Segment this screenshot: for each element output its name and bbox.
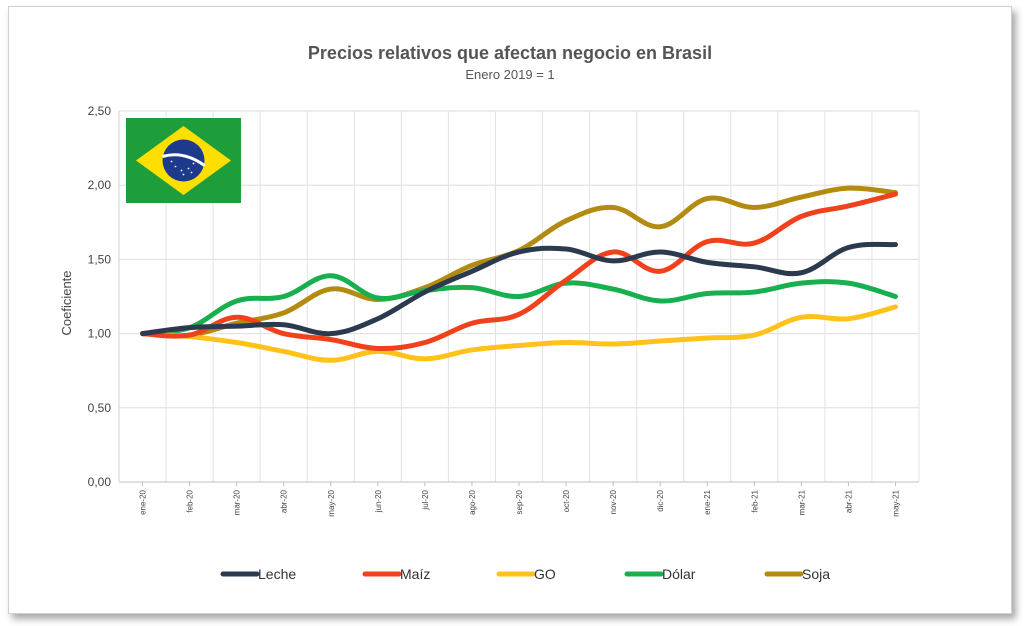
y-tick-label: 2,50	[88, 104, 112, 118]
x-tick-label: jun-20	[374, 489, 383, 513]
flag-star	[180, 169, 183, 172]
x-tick-label: oct-20	[562, 489, 571, 512]
legend: Leche Maíz GO Dólar Soja	[220, 566, 830, 582]
chart: Precios relativos que afectan negocio en…	[59, 43, 920, 582]
flag-star	[187, 167, 190, 170]
x-tick-label: may-20	[327, 489, 336, 516]
flag-band	[162, 153, 206, 167]
axes: ene-20 feb-20 mar-20 abr-20 may-20 jun-20 jul-…	[118, 111, 919, 517]
x-tick-label: abr-21	[844, 489, 853, 513]
series-line-dólar	[140, 273, 898, 337]
flag-globe	[162, 139, 205, 182]
legend-label: Leche	[258, 566, 296, 582]
x-tick-label: mar-20	[233, 489, 242, 515]
flag-star	[174, 165, 177, 168]
flag-star	[192, 162, 195, 165]
x-tick-label: jul-20	[421, 489, 430, 510]
x-tick-label: abr-20	[280, 489, 289, 513]
x-tick-label: mar-21	[797, 489, 806, 515]
chart-subtitle: Enero 2019 = 1	[465, 67, 554, 82]
x-tick-label: ene-20	[139, 489, 148, 514]
x-tick-label: dic-20	[656, 489, 665, 511]
legend-label: Soja	[802, 566, 830, 582]
flag-star	[182, 173, 185, 176]
x-tick-label: nov-20	[609, 489, 618, 514]
x-tick-label: feb-21	[750, 489, 759, 512]
legend-label: GO	[534, 566, 556, 582]
chart-title: Precios relativos que afectan negocio en…	[308, 43, 712, 63]
y-tick-label: 1,50	[88, 252, 112, 266]
legend-label: Dólar	[662, 566, 696, 582]
flag-star	[190, 171, 193, 174]
legend-label: Maíz	[400, 566, 430, 582]
series-line-go	[140, 304, 898, 363]
y-axis-label: Coeficiente	[59, 270, 74, 335]
x-tick-label: feb-20	[186, 489, 195, 512]
series-line-maíz	[140, 191, 898, 352]
x-tick-label: ene-21	[703, 489, 712, 514]
x-tick-label: may-21	[891, 489, 900, 516]
y-tick-label: 0,00	[88, 475, 112, 489]
brazil-flag-icon	[126, 118, 241, 203]
series-lines	[140, 185, 898, 363]
y-tick-label: 2,00	[88, 178, 112, 192]
y-tick-label: 0,50	[88, 401, 112, 415]
x-tick-label: sep-20	[515, 489, 524, 514]
chart-frame: Precios relativos que afectan negocio en…	[8, 6, 1012, 614]
flag-star	[170, 160, 173, 163]
x-tick-label: ago-20	[468, 489, 477, 514]
series-line-leche	[140, 241, 898, 337]
y-tick-label: 1,00	[88, 327, 112, 341]
